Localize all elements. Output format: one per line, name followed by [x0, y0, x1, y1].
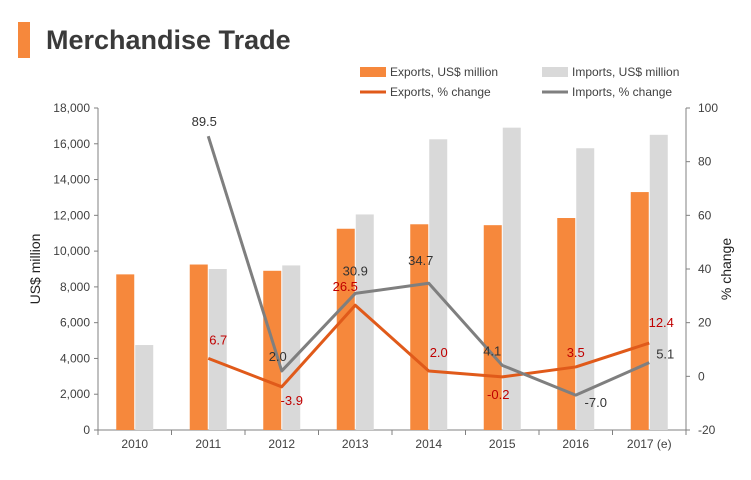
- exports-bar: [410, 224, 429, 430]
- exports-change-label: 26.5: [333, 279, 358, 294]
- page-title: Merchandise Trade: [46, 25, 291, 55]
- chart-bars: [116, 127, 668, 431]
- exports-change-label: -3.9: [281, 393, 303, 408]
- x-tick-label: 2012: [268, 437, 295, 451]
- y-tick-label: 0: [83, 423, 90, 437]
- exports-change-label: 2.0: [430, 345, 448, 360]
- exports-change-label: 6.7: [209, 332, 227, 347]
- y2-tick-label: 60: [698, 208, 712, 222]
- y-tick-label: 10,000: [53, 244, 90, 258]
- imports-change-label: 4.1: [483, 343, 501, 358]
- chart-axes: 0 2,000 4,000 6,000 8,000 10,000 12,000 14,000 1…: [27, 101, 734, 451]
- imports-bar: [649, 134, 668, 431]
- y-tick-label: 4,000: [60, 351, 90, 365]
- y2-tick-label: 20: [698, 316, 712, 330]
- exports-change-label: 12.4: [649, 315, 674, 330]
- x-tick-label: 2017 (e): [627, 437, 672, 451]
- y-tick-label: 16,000: [53, 137, 90, 151]
- imports-change-line: [206, 135, 650, 397]
- chart-legend: Exports, US$ million Imports, US$ million…: [360, 65, 679, 99]
- y-tick-label: 2,000: [60, 387, 90, 401]
- exports-change-label: 3.5: [567, 345, 585, 360]
- y2-tick-label: -20: [698, 423, 716, 437]
- imports-bar: [429, 139, 448, 431]
- legend-label: Imports, US$ million: [572, 65, 679, 79]
- imports-bar: [502, 127, 521, 430]
- exports-bar: [263, 270, 282, 430]
- y-tick-label: 8,000: [60, 280, 90, 294]
- exports-bar: [557, 218, 576, 430]
- y2-tick-label: 100: [698, 101, 718, 115]
- y2-tick-label: 0: [698, 369, 705, 383]
- imports-change-label: -7.0: [585, 395, 607, 410]
- exports-change-line: [207, 303, 650, 389]
- exports-bar: [336, 228, 355, 430]
- y-tick-label: 6,000: [60, 316, 90, 330]
- legend-label: Exports, % change: [390, 85, 491, 99]
- imports-change-label: 2.0: [269, 349, 287, 364]
- imports-change-label: 30.9: [343, 263, 368, 278]
- imports-change-label: 89.5: [192, 114, 217, 129]
- imports-change-label: 5.1: [656, 347, 674, 362]
- y-tick-label: 12,000: [53, 208, 90, 222]
- imports-bar: [576, 148, 595, 430]
- exports-bar: [116, 274, 135, 430]
- x-tick-label: 2016: [562, 437, 589, 451]
- y-axis-title: US$ million: [27, 234, 43, 305]
- y2-axis-title: % change: [718, 238, 734, 300]
- imports-bar: [282, 265, 301, 430]
- y2-tick-label: 40: [698, 262, 712, 276]
- x-tick-label: 2015: [489, 437, 516, 451]
- x-tick-label: 2014: [415, 437, 442, 451]
- y-tick-label: 14,000: [53, 173, 90, 187]
- chart-data-labels: 6.7 -3.9 26.5 2.0 -0.2 3.5 12.4 89.5 2.0 30.9 34.7…: [192, 114, 675, 410]
- imports-bar: [208, 269, 227, 430]
- exports-bar: [630, 192, 649, 430]
- imports-change-label: 34.7: [408, 253, 433, 268]
- legend-swatch: [542, 67, 568, 77]
- legend-swatch: [360, 67, 386, 77]
- exports-bar: [189, 264, 208, 430]
- y2-tick-label: 80: [698, 155, 712, 169]
- y-tick-label: 18,000: [53, 101, 90, 115]
- x-tick-label: 2011: [195, 437, 221, 451]
- x-tick-label: 2010: [121, 437, 148, 451]
- exports-bar: [483, 225, 502, 430]
- x-tick-label: 2013: [342, 437, 369, 451]
- imports-bar: [135, 345, 154, 430]
- chart-lines: [206, 135, 650, 397]
- legend-label: Exports, US$ million: [390, 65, 498, 79]
- legend-label: Imports, % change: [572, 85, 672, 99]
- imports-bar: [355, 214, 374, 430]
- exports-change-label: -0.2: [487, 387, 509, 402]
- title-accent-bar: [18, 22, 30, 58]
